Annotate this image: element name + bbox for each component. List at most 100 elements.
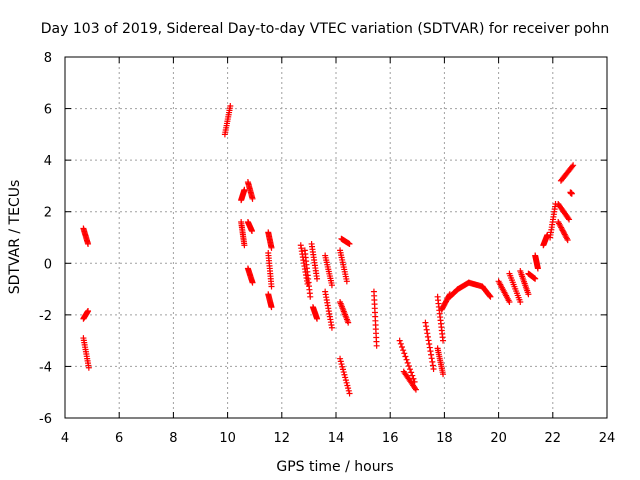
data-point xyxy=(517,298,524,305)
data-point xyxy=(425,337,432,344)
data-point xyxy=(249,195,256,202)
data-point xyxy=(429,362,436,369)
data-point xyxy=(427,348,434,355)
x-tick-label: 6 xyxy=(115,431,123,446)
data-point xyxy=(328,324,335,331)
grid xyxy=(65,57,607,418)
data-point xyxy=(341,371,348,378)
data-point xyxy=(506,298,513,305)
data-point xyxy=(343,278,350,285)
x-tick-label: 16 xyxy=(382,431,399,446)
data-point xyxy=(343,379,350,386)
data-point xyxy=(486,293,493,300)
data-points xyxy=(80,102,577,397)
data-point xyxy=(440,371,447,378)
data-point xyxy=(400,347,407,354)
x-tick-label: 24 xyxy=(599,431,616,446)
x-tick-label: 12 xyxy=(274,431,291,446)
chart-title: Day 103 of 2019, Sidereal Day-to-day VTE… xyxy=(41,21,609,37)
data-point xyxy=(412,386,419,393)
x-tick-label: 4 xyxy=(61,431,69,446)
data-point xyxy=(410,375,417,382)
y-tick-label: -2 xyxy=(39,309,52,324)
y-tick-label: 8 xyxy=(44,51,52,66)
x-tick-label: 18 xyxy=(436,431,453,446)
data-point xyxy=(249,279,256,286)
data-point xyxy=(314,315,321,322)
data-point xyxy=(337,355,344,362)
data-point xyxy=(345,385,352,392)
data-point xyxy=(314,275,321,282)
data-point xyxy=(565,215,572,222)
data-point xyxy=(342,377,349,384)
data-point xyxy=(241,186,248,193)
data-point xyxy=(337,358,344,365)
data-point xyxy=(403,356,410,363)
data-point xyxy=(424,333,431,340)
data-point xyxy=(563,235,570,242)
data-point xyxy=(426,344,433,351)
data-point xyxy=(428,351,435,358)
y-tick-label: 6 xyxy=(44,103,52,118)
data-point xyxy=(423,323,430,330)
data-point xyxy=(422,319,429,326)
x-tick-label: 10 xyxy=(219,431,236,446)
x-axis-label: GPS time / hours xyxy=(276,459,393,475)
y-tick-label: 0 xyxy=(44,257,52,272)
data-point xyxy=(248,228,255,235)
data-point xyxy=(569,163,576,170)
data-point xyxy=(345,387,352,394)
x-tick-label: 22 xyxy=(545,431,562,446)
x-tick-label: 14 xyxy=(328,431,345,446)
y-tick-label: -6 xyxy=(39,412,52,427)
x-tick-label: 20 xyxy=(490,431,507,446)
data-point xyxy=(85,240,92,247)
data-point xyxy=(570,162,577,169)
data-point xyxy=(429,358,436,365)
data-point xyxy=(412,385,419,392)
data-point xyxy=(397,340,404,347)
data-point xyxy=(564,237,571,244)
data-point xyxy=(398,343,405,350)
y-tick-label: -4 xyxy=(39,360,52,375)
data-point xyxy=(345,319,352,326)
data-point xyxy=(346,240,353,247)
data-point xyxy=(407,366,414,373)
data-point xyxy=(423,326,430,333)
data-point xyxy=(404,359,411,366)
x-tick-label: 8 xyxy=(169,431,177,446)
data-point xyxy=(534,265,541,272)
data-point xyxy=(338,361,345,368)
data-point xyxy=(428,355,435,362)
y-tick-label: 2 xyxy=(44,206,52,221)
data-point xyxy=(402,353,409,360)
data-point xyxy=(408,369,415,376)
data-point xyxy=(424,330,431,337)
data-point xyxy=(401,350,408,357)
data-point xyxy=(339,366,346,373)
y-axis-label: SDTVAR / TECUs xyxy=(7,180,23,295)
data-point xyxy=(307,293,314,300)
data-point xyxy=(405,363,412,370)
data-point xyxy=(426,341,433,348)
data-point xyxy=(268,304,275,311)
data-point xyxy=(396,337,403,344)
data-point xyxy=(85,364,92,371)
data-point xyxy=(430,366,437,373)
data-point xyxy=(487,293,494,300)
data-point xyxy=(409,372,416,379)
data-point xyxy=(525,291,532,298)
data-point xyxy=(227,102,234,109)
data-point xyxy=(532,275,539,282)
data-point xyxy=(328,282,335,289)
data-point xyxy=(241,242,248,249)
data-point xyxy=(568,190,575,197)
data-point xyxy=(342,374,349,381)
data-point xyxy=(566,216,573,223)
data-point xyxy=(346,390,353,397)
data-point xyxy=(340,369,347,376)
data-point xyxy=(268,244,275,251)
data-point xyxy=(373,342,380,349)
